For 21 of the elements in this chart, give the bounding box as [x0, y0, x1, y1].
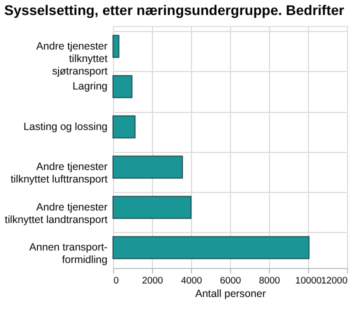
chart-title: Sysselsetting, etter næringsundergruppe. Bedrifter: [4, 2, 345, 18]
y-tick-label: Lagring: [72, 80, 108, 93]
y-tick-label: Annen transport- formidling: [29, 242, 108, 266]
y-tick-label: Andre tjenester tilknyttet sjøtransport: [36, 40, 108, 78]
x-tick-label: 6000: [220, 276, 242, 286]
x-tick-label: 0: [114, 276, 119, 286]
x-axis-title: Antall personer: [195, 288, 266, 300]
x-tick-label: 2000: [142, 276, 164, 286]
y-tick-label: Lasting og lossing: [23, 120, 108, 133]
bar: [112, 75, 132, 98]
bar: [112, 115, 136, 138]
y-tick-label: Andre tjenester tilknyttet landtransport: [4, 201, 108, 226]
x-tick-label: 12000: [321, 276, 348, 286]
y-tick-label: Andre tjenester tilknyttet lufttransport: [10, 161, 108, 186]
x-tick-label: 4000: [180, 276, 202, 286]
x-tick-label: 8000: [258, 276, 280, 286]
bar: [112, 196, 192, 219]
bar: [112, 236, 310, 260]
x-tick-label: 10000: [295, 276, 322, 286]
bar: [112, 34, 120, 58]
bar: [112, 156, 183, 179]
